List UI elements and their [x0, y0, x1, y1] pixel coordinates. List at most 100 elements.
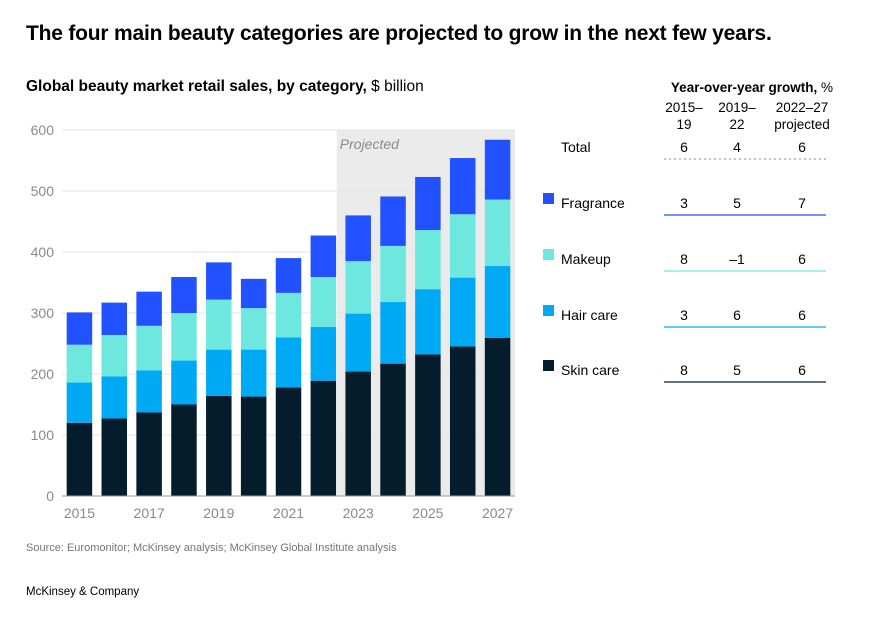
bar-fragrance-2016 — [101, 302, 128, 335]
bar-fragrance-2019 — [206, 262, 232, 300]
y-tick-label: 500 — [31, 183, 55, 199]
bar-hair-care-2026 — [449, 277, 476, 347]
column-header-line2: projected — [774, 117, 830, 132]
x-tick-label: 2027 — [482, 505, 513, 521]
growth-table-title-unit: % — [821, 80, 833, 95]
growth-value-skin-care: 6 — [798, 362, 806, 378]
bar-makeup-2022 — [310, 277, 337, 328]
bar-hair-care-2024 — [380, 302, 406, 364]
bar-skin-care-2023 — [345, 371, 371, 496]
growth-table: Year-over-year growth, % 2015– 19 2019– 22 20… — [543, 80, 833, 383]
x-tick-label: 2015 — [64, 505, 95, 521]
growth-value-makeup: 6 — [798, 251, 806, 267]
legend-label-fragrance: Fragrance — [561, 195, 625, 211]
chart-title-main: Global beauty market retail sales, by ca… — [26, 78, 367, 95]
bar-skin-care-2026 — [449, 346, 476, 496]
bar-fragrance-2015 — [66, 312, 93, 345]
bar-skin-care-2015 — [66, 422, 93, 496]
y-tick-label: 100 — [31, 427, 55, 443]
growth-value-total: 6 — [680, 139, 688, 155]
legend-label-skin-care: Skin care — [561, 362, 620, 378]
growth-value-skin-care: 8 — [680, 362, 688, 378]
bar-fragrance-2023 — [345, 215, 371, 262]
bar-makeup-2018 — [171, 313, 197, 361]
bar-hair-care-2016 — [101, 376, 128, 419]
bar-skin-care-2021 — [275, 387, 302, 496]
bar-makeup-2015 — [66, 344, 93, 383]
bar-fragrance-2026 — [449, 158, 476, 215]
bar-skin-care-2022 — [310, 380, 337, 496]
growth-table-title-main: Year-over-year growth, — [671, 80, 821, 95]
column-header-line1: 2019– — [718, 100, 756, 115]
bar-fragrance-2024 — [380, 196, 406, 246]
growth-table-title: Year-over-year growth, % — [671, 80, 833, 95]
bar-fragrance-2018 — [171, 277, 197, 313]
legend-swatch-makeup — [543, 249, 554, 260]
bar-fragrance-2022 — [310, 235, 337, 278]
bar-makeup-2025 — [415, 230, 441, 290]
bar-makeup-2023 — [345, 261, 371, 314]
legend-swatch-hair-care — [543, 305, 554, 316]
bar-skin-care-2025 — [415, 354, 441, 496]
projected-label: Projected — [340, 136, 400, 152]
bar-hair-care-2020 — [240, 349, 267, 397]
legend-label-total: Total — [561, 139, 591, 155]
bar-skin-care-2018 — [171, 404, 197, 496]
legend-swatch-skin-care — [543, 360, 554, 371]
bar-fragrance-2020 — [240, 278, 267, 309]
growth-value-fragrance: 7 — [798, 195, 806, 211]
headline: The four main beauty categories are proj… — [26, 22, 772, 45]
growth-value-makeup: –1 — [729, 251, 745, 267]
y-tick-label: 600 — [31, 122, 55, 138]
bar-fragrance-2025 — [415, 176, 441, 231]
bar-makeup-2026 — [449, 214, 476, 278]
x-tick-label: 2019 — [203, 505, 234, 521]
bar-hair-care-2021 — [275, 337, 302, 388]
bar-makeup-2016 — [101, 334, 128, 377]
column-header-line2: 22 — [729, 117, 744, 132]
bar-fragrance-2027 — [484, 139, 511, 200]
column-header-line2: 19 — [676, 117, 691, 132]
legend-label-hair-care: Hair care — [561, 307, 618, 323]
x-tick-label: 2021 — [273, 505, 304, 521]
bar-makeup-2020 — [240, 308, 267, 350]
chart-title: Global beauty market retail sales, by ca… — [26, 78, 424, 96]
bar-makeup-2019 — [206, 299, 232, 350]
bar-hair-care-2018 — [171, 360, 197, 405]
growth-value-makeup: 8 — [680, 251, 688, 267]
growth-value-fragrance: 3 — [680, 195, 688, 211]
source-note: Source: Euromonitor; McKinsey analysis; … — [26, 542, 397, 554]
legend-label-makeup: Makeup — [561, 251, 611, 267]
y-tick-label: 0 — [46, 488, 54, 504]
y-tick-label: 200 — [31, 366, 55, 382]
bar-fragrance-2017 — [136, 291, 162, 326]
bar-skin-care-2027 — [484, 338, 511, 496]
bar-skin-care-2016 — [101, 418, 128, 496]
column-header-line1: 2022–27 — [776, 100, 829, 115]
y-tick-label: 300 — [31, 305, 55, 321]
bar-skin-care-2020 — [240, 396, 267, 496]
bar-hair-care-2015 — [66, 382, 93, 423]
growth-value-fragrance: 5 — [733, 195, 741, 211]
bar-hair-care-2027 — [484, 266, 511, 339]
bar-hair-care-2019 — [206, 349, 232, 396]
growth-value-hair-care: 6 — [798, 307, 806, 323]
bar-makeup-2017 — [136, 325, 162, 371]
bar-skin-care-2024 — [380, 363, 406, 496]
growth-value-total: 6 — [798, 139, 806, 155]
x-tick-label: 2023 — [343, 505, 374, 521]
y-tick-label: 400 — [31, 244, 55, 260]
bar-hair-care-2023 — [345, 313, 371, 372]
stacked-bars — [66, 139, 511, 496]
x-tick-label: 2017 — [134, 505, 165, 521]
chart-title-unit: $ billion — [371, 78, 424, 95]
column-header-line1: 2015– — [665, 100, 703, 115]
bar-makeup-2027 — [484, 199, 511, 267]
bar-skin-care-2017 — [136, 412, 162, 496]
brand-logo-text: McKinsey & Company — [26, 586, 140, 598]
growth-value-hair-care: 3 — [680, 307, 688, 323]
growth-value-skin-care: 5 — [733, 362, 741, 378]
bar-skin-care-2019 — [206, 395, 232, 496]
growth-value-hair-care: 6 — [733, 307, 741, 323]
